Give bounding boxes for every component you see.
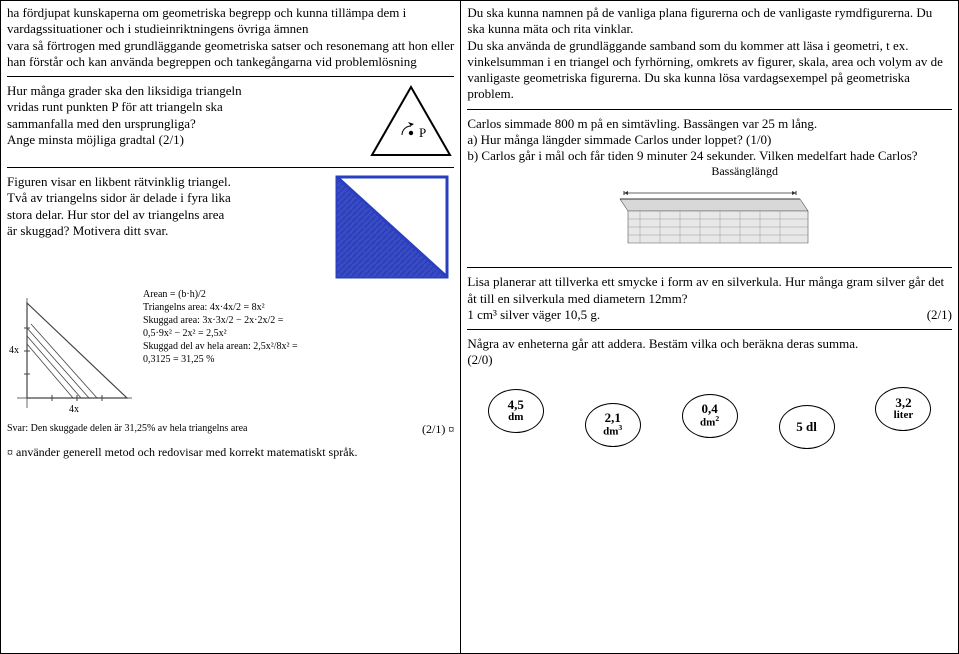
- right-q2: Lisa planerar att tillverka ett smycke i…: [467, 274, 952, 330]
- q2-l2: Två av triangelns sidor är delade i fyra…: [7, 190, 328, 206]
- oval-1-unit: dm: [508, 412, 523, 424]
- hatched-triangle-figure: [334, 174, 454, 284]
- equilateral-triangle-figure: P: [368, 83, 454, 161]
- left-intro: ha fördjupat kunskaperna om geometriska …: [7, 5, 454, 77]
- hw-formula: Arean = (b·h)/2: [143, 288, 454, 301]
- oval-2: 2,1 dm3: [585, 403, 641, 447]
- right-intro: Du ska kunna namnen på de vanliga plana …: [467, 5, 952, 110]
- q2-l4: är skuggad? Motivera ditt svar.: [7, 223, 328, 239]
- right-column: Du ska kunna namnen på de vanliga plana …: [460, 0, 959, 654]
- q2-l1: Figuren visar en likbent rätvinklig tria…: [7, 174, 328, 190]
- rq3-l2: (2/0): [467, 352, 952, 368]
- hw-l5: 0,3125 = 31,25 %: [143, 353, 454, 366]
- left-intro-p2: vara så förtrogen med grundläggande geom…: [7, 38, 454, 71]
- rq1-l1: Carlos simmade 800 m på en simtävling. B…: [467, 116, 952, 132]
- right-q3: Några av enheterna går att addera. Bestä…: [467, 336, 952, 457]
- rq1-l2: a) Hur många längder simmade Carlos unde…: [467, 132, 952, 148]
- oval-1: 4,5 dm: [488, 389, 544, 433]
- handwritten-solution: 4x 4x Arean = (b·h)/2 Triangelns area: 4…: [7, 288, 454, 418]
- triangle-point-label: P: [419, 125, 426, 140]
- oval-3: 0,4 dm2: [682, 394, 738, 438]
- hw-note: ¤ använder generell metod och redovisar …: [7, 445, 454, 460]
- q1-l1: Hur många grader ska den liksidiga trian…: [7, 83, 362, 99]
- oval-1-val: 4,5: [508, 398, 524, 412]
- q1-l3: sammanfalla med den ursprungliga?: [7, 116, 362, 132]
- hw-score: (2/1) ¤: [422, 422, 454, 438]
- rq2-score: (2/1): [927, 307, 952, 323]
- oval-5-val: 3,2: [895, 396, 911, 410]
- oval-4-val: 5 dl: [796, 420, 817, 434]
- q1-l4: Ange minsta möjliga gradtal (2/1): [7, 132, 362, 148]
- rq3-l1: Några av enheterna går att addera. Bestä…: [467, 336, 952, 352]
- oval-3-unit: dm2: [700, 415, 719, 429]
- oval-2-unit: dm3: [603, 424, 622, 438]
- hw-l3: 0,5·9x² − 2x² = 2,5x²: [143, 327, 454, 340]
- solution-triangle-sketch: 4x 4x: [7, 288, 137, 418]
- right-intro-p2: Du ska använda de grundläggande samband …: [467, 38, 952, 54]
- hw-l2: Skuggad area: 3x·3x/2 − 2x·2x/2 =: [143, 314, 454, 327]
- oval-4: 5 dl: [779, 405, 835, 449]
- oval-5: 3,2 liter: [875, 387, 931, 431]
- hw-axis-x: 4x: [69, 404, 79, 415]
- left-intro-p1: ha fördjupat kunskaperna om geometriska …: [7, 5, 454, 38]
- unit-ovals: 4,5 dm 2,1 dm3 0,4 dm2 5 dl 3,2 liter: [467, 375, 952, 451]
- pool-caption: Bassänglängd: [711, 164, 778, 179]
- left-column: ha fördjupat kunskaperna om geometriska …: [0, 0, 460, 654]
- oval-5-unit: liter: [894, 410, 914, 422]
- rq2-l2-left: 1 cm³ silver väger 10,5 g.: [467, 307, 600, 322]
- left-q2: Figuren visar en likbent rätvinklig tria…: [7, 174, 454, 466]
- pool-figure: [610, 181, 810, 261]
- hw-svar: Svar: Den skuggade delen är 31,25% av he…: [7, 423, 247, 434]
- rq2-l1: Lisa planerar att tillverka ett smycke i…: [467, 274, 952, 307]
- left-q1: Hur många grader ska den liksidiga trian…: [7, 83, 454, 168]
- q2-l3: stora delar. Hur stor del av triangelns …: [7, 207, 328, 223]
- right-q1: Carlos simmade 800 m på en simtävling. B…: [467, 116, 952, 269]
- hw-l1: Triangelns area: 4x·4x/2 = 8x²: [143, 301, 454, 314]
- oval-3-val: 0,4: [701, 402, 717, 416]
- right-intro-p3: vinkelsumman i en triangel och fyrhörnin…: [467, 54, 952, 103]
- hw-axis-y: 4x: [9, 345, 19, 356]
- q1-l2: vridas runt punkten P för att triangeln …: [7, 99, 362, 115]
- hw-l4: Skuggad del av hela arean: 2,5x²/8x² =: [143, 340, 454, 353]
- right-intro-p1: Du ska kunna namnen på de vanliga plana …: [467, 5, 952, 38]
- rq1-l3: b) Carlos går i mål och får tiden 9 minu…: [467, 148, 952, 164]
- oval-2-val: 2,1: [605, 411, 621, 425]
